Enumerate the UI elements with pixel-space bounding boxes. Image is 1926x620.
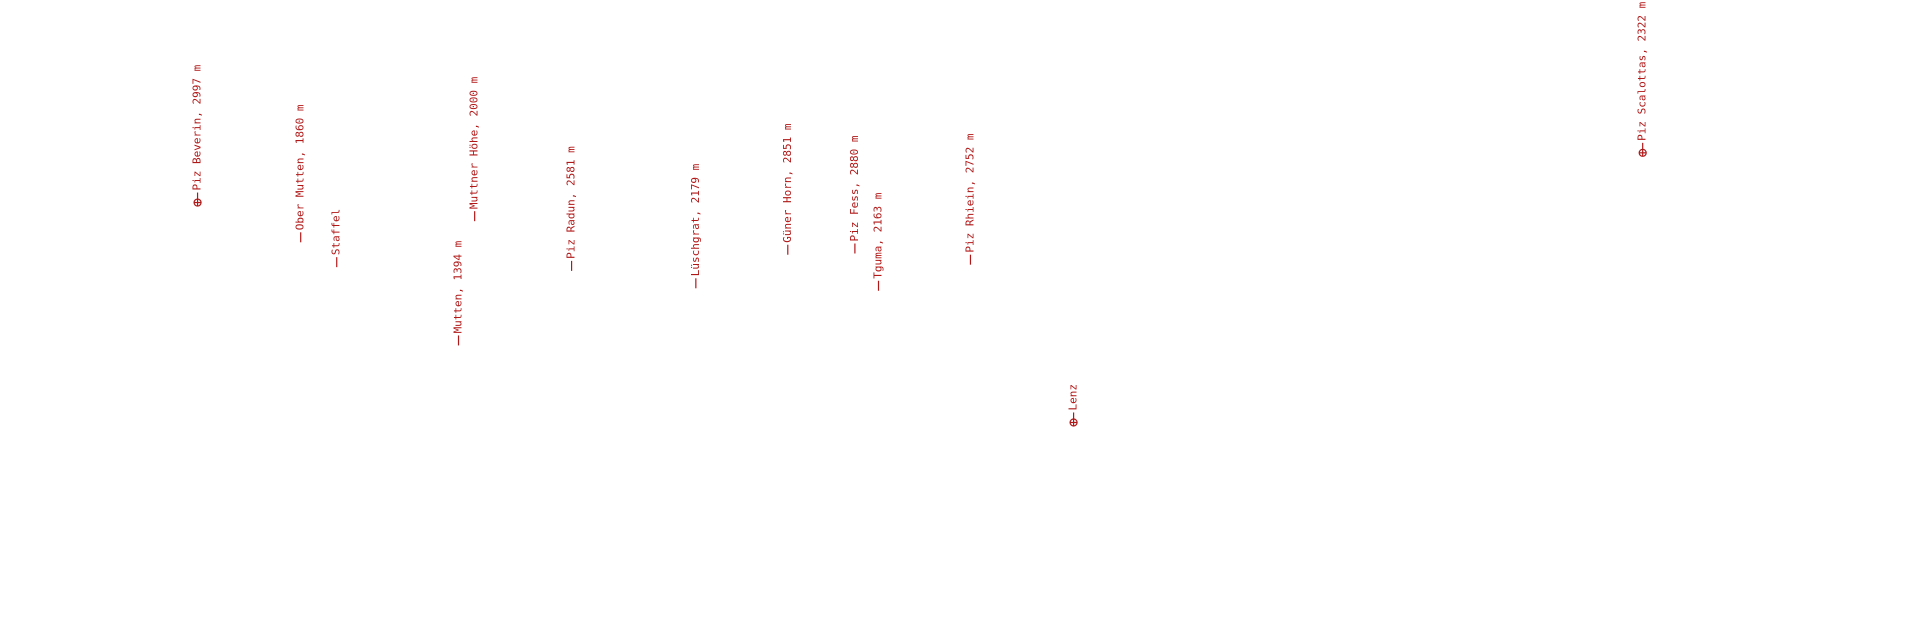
peak-name: Piz Radun, 2581 m [565,146,578,259]
peak-name: Piz Beverin, 2997 m [191,64,204,190]
peak-label: Güner Horn, 2851 m [781,123,794,255]
peak-name: Lüschgrat, 2179 m [689,163,702,276]
peak-label: Mutten, 1394 m [452,240,465,346]
peak-name: Muttner Höhe, 2000 m [468,76,481,209]
peak-name: Piz Rhiein, 2752 m [963,133,976,253]
peak-label: Piz Radun, 2581 m [565,146,578,271]
peak-label: Piz Beverin, 2997 m [191,64,204,207]
peak-label: Ober Mutten, 1860 m [294,104,307,243]
peak-label: Tguma, 2163 m [872,192,885,291]
peak-label: Staffel [330,209,343,268]
peak-label: Piz Rhiein, 2752 m [963,133,976,265]
peak-name: Lenz [1067,384,1080,411]
peak-label: Piz Fess, 2880 m [848,135,861,254]
peak-name: Ober Mutten, 1860 m [294,104,307,230]
peak-name: Piz Fess, 2880 m [848,135,861,241]
peak-name: Tguma, 2163 m [872,192,885,278]
peak-name: Güner Horn, 2851 m [781,123,794,243]
peak-label: Piz Scalottas, 2322 m [1636,1,1649,157]
peak-label: Lüschgrat, 2179 m [689,163,702,289]
peak-name: Piz Scalottas, 2322 m [1636,1,1649,140]
peak-label: Lenz [1067,384,1080,427]
peak-label: Muttner Höhe, 2000 m [468,76,481,222]
peak-name: Staffel [330,209,343,255]
peak-name: Mutten, 1394 m [452,240,465,333]
